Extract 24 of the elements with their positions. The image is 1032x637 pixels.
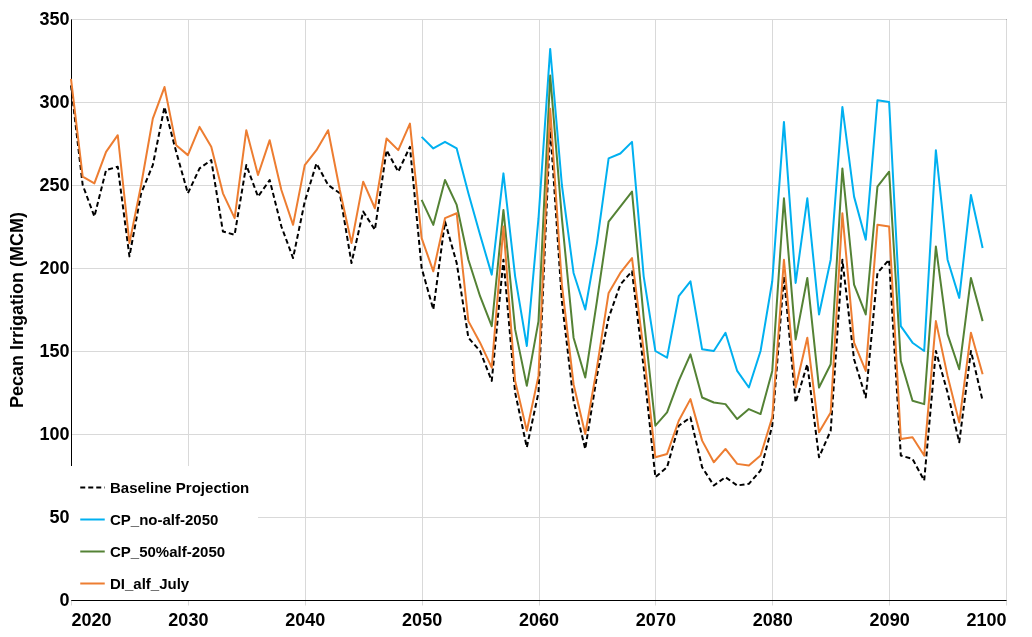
y-tick-label: 150: [39, 340, 70, 361]
x-tick-label: 2050: [402, 609, 443, 630]
legend-label: CP_50%alf-2050: [110, 542, 226, 560]
x-tick-label: 2040: [285, 609, 326, 630]
x-tick-label: 2060: [518, 609, 560, 630]
y-tick-label: 300: [39, 91, 70, 112]
x-tick-label: 2020: [71, 609, 112, 630]
x-tick-label: 2090: [869, 609, 910, 630]
legend-label: DI_alf_July: [110, 574, 190, 592]
x-tick-label: 2030: [168, 609, 209, 630]
y-tick-label: 50: [49, 506, 70, 527]
y-tick-label: 350: [39, 8, 70, 29]
legend-label: Baseline Projection: [110, 478, 250, 496]
line-series: [420, 47, 984, 389]
y-axis-title: Pecan Irrigation (MCM): [7, 211, 28, 409]
legend-label: CP_no-alf-2050: [110, 510, 219, 528]
y-tick-label: 100: [39, 423, 70, 444]
x-tick-label: 2070: [635, 609, 676, 630]
x-tick-label: 2080: [752, 609, 793, 630]
y-tick-label: 200: [39, 257, 70, 278]
y-tick-label: 0: [59, 589, 70, 610]
y-tick-label: 250: [39, 174, 70, 195]
line-series: [420, 74, 984, 427]
x-tick-label: 2100: [966, 609, 1007, 630]
